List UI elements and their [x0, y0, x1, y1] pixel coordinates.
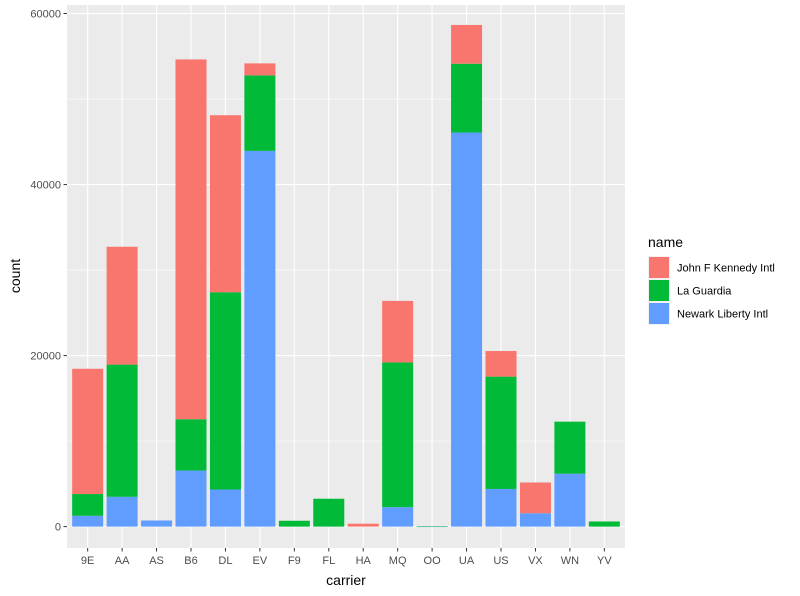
legend-swatch [649, 303, 669, 324]
bars [72, 24, 620, 528]
bar-UA-newark-liberty-intl [451, 132, 483, 527]
x-axis-title: carrier [326, 572, 366, 588]
bar-B6-john-f-kennedy-intl [175, 59, 207, 420]
bar-EV-newark-liberty-intl [244, 150, 276, 527]
bar-OO-la-guardia [416, 526, 448, 527]
bar-UA-la-guardia [451, 63, 483, 133]
y-axis: 0 20000 40000 60000 [30, 9, 67, 534]
x-tick-label: WN [561, 555, 579, 567]
bar-US-newark-liberty-intl [485, 488, 517, 527]
bar-MQ-john-f-kennedy-intl [382, 300, 414, 363]
legend-label: Newark Liberty Intl [677, 309, 768, 321]
x-tick-label: AS [149, 555, 164, 567]
bar-US-la-guardia [485, 376, 517, 489]
x-tick-label: VX [528, 555, 543, 567]
bar-9E-la-guardia [72, 494, 104, 516]
legend-label: John F Kennedy Intl [677, 263, 775, 275]
bar-EV-john-f-kennedy-intl [244, 63, 276, 76]
x-tick-label: HA [356, 555, 372, 567]
bar-AA-la-guardia [106, 364, 138, 497]
x-tick-label: US [493, 555, 508, 567]
bar-AA-john-f-kennedy-intl [106, 246, 138, 365]
bar-US-john-f-kennedy-intl [485, 351, 517, 377]
x-tick-label: MQ [389, 555, 407, 567]
bar-B6-newark-liberty-intl [175, 470, 207, 527]
bar-DL-john-f-kennedy-intl [209, 115, 241, 293]
legend: name John F Kennedy Intl La Guardia Newark… [648, 234, 775, 325]
bar-AA-newark-liberty-intl [106, 496, 138, 527]
bar-EV-la-guardia [244, 75, 276, 151]
bar-HA-john-f-kennedy-intl [347, 523, 379, 527]
legend-title: name [648, 234, 683, 250]
x-axis: 9E AA AS B6 DL EV F9 FL HA MQ OO UA US VX WN YV [81, 548, 612, 567]
minor-gridlines [67, 98, 625, 442]
bar-AS-newark-liberty-intl [141, 520, 173, 527]
x-tick-label: FL [322, 555, 335, 567]
y-tick-label: 20000 [30, 351, 61, 363]
x-tick-label: OO [424, 555, 442, 567]
bar-DL-la-guardia [209, 292, 241, 490]
bar-MQ-la-guardia [382, 362, 414, 508]
x-tick-label: AA [115, 555, 130, 567]
x-tick-label: UA [459, 555, 475, 567]
x-tick-label: B6 [184, 555, 197, 567]
bar-9E-john-f-kennedy-intl [72, 368, 104, 495]
legend-label: La Guardia [677, 286, 732, 298]
legend-swatch [649, 280, 669, 301]
bar-B6-la-guardia [175, 419, 207, 471]
x-tick-label: YV [597, 555, 612, 567]
y-tick-label: 40000 [30, 180, 61, 192]
x-tick-label: 9E [81, 555, 94, 567]
bar-9E-newark-liberty-intl [72, 515, 104, 527]
y-axis-title: count [7, 259, 23, 293]
bar-YV-la-guardia [588, 521, 620, 527]
bar-WN-newark-liberty-intl [554, 473, 586, 527]
x-tick-label: DL [218, 555, 232, 567]
legend-swatch [649, 257, 669, 278]
x-tick-label: F9 [288, 555, 301, 567]
bar-FL-la-guardia [313, 498, 345, 527]
bar-UA-john-f-kennedy-intl [451, 24, 483, 64]
x-tick-label: EV [253, 555, 268, 567]
bar-DL-newark-liberty-intl [209, 489, 241, 527]
bar-WN-la-guardia [554, 421, 586, 474]
bar-VX-newark-liberty-intl [519, 513, 551, 527]
bar-MQ-newark-liberty-intl [382, 507, 414, 527]
bar-VX-john-f-kennedy-intl [519, 482, 551, 514]
y-tick-label: 60000 [30, 9, 61, 21]
plot-panel [67, 5, 625, 548]
y-tick-label: 0 [55, 522, 61, 534]
bar-F9-la-guardia [278, 520, 310, 527]
